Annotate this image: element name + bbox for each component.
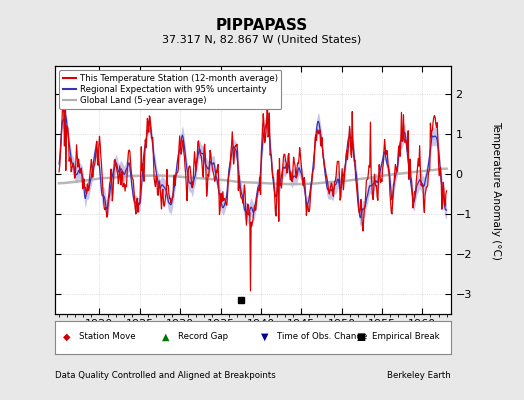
- Text: ▲: ▲: [162, 332, 169, 342]
- Text: Station Move: Station Move: [79, 332, 135, 342]
- Y-axis label: Temperature Anomaly (°C): Temperature Anomaly (°C): [492, 120, 501, 260]
- Legend: This Temperature Station (12-month average), Regional Expectation with 95% uncer: This Temperature Station (12-month avera…: [59, 70, 281, 108]
- Text: Data Quality Controlled and Aligned at Breakpoints: Data Quality Controlled and Aligned at B…: [55, 371, 276, 380]
- Text: Time of Obs. Change: Time of Obs. Change: [277, 332, 367, 342]
- Text: Record Gap: Record Gap: [178, 332, 228, 342]
- Text: 37.317 N, 82.867 W (United States): 37.317 N, 82.867 W (United States): [162, 34, 362, 44]
- Text: ◆: ◆: [63, 332, 70, 342]
- Text: Empirical Break: Empirical Break: [372, 332, 439, 342]
- Text: ▼: ▼: [261, 332, 268, 342]
- Text: PIPPAPASS: PIPPAPASS: [216, 18, 308, 33]
- Text: ■: ■: [356, 332, 365, 342]
- Text: Berkeley Earth: Berkeley Earth: [387, 371, 451, 380]
